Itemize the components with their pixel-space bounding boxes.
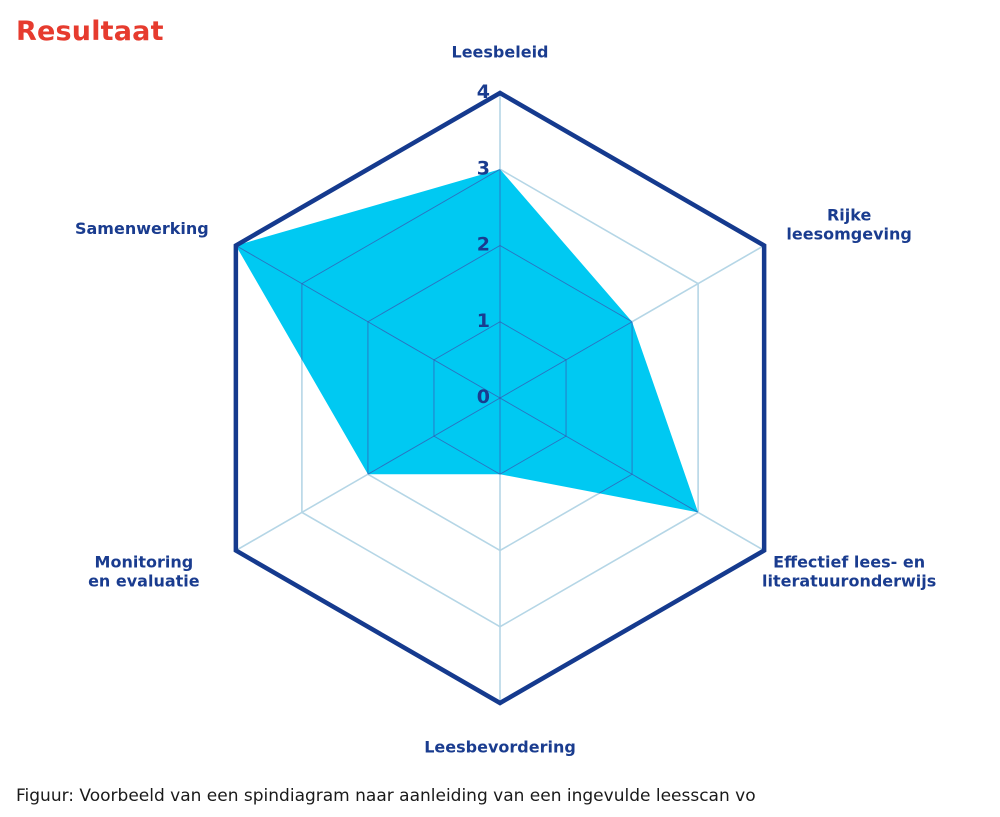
inner-axis-spoke bbox=[499, 397, 699, 513]
axis-label: Effectief lees- en bbox=[773, 553, 925, 572]
tick-label-1: 1 bbox=[477, 310, 490, 332]
tick-label-4: 4 bbox=[477, 81, 490, 103]
axis-label: Monitoring bbox=[95, 553, 194, 572]
inner-grid-layer bbox=[235, 169, 699, 513]
tick-label-3: 3 bbox=[477, 157, 490, 179]
tick-label-2: 2 bbox=[477, 234, 490, 256]
tick-label-0: 0 bbox=[477, 386, 490, 408]
page-title: Resultaat bbox=[16, 16, 164, 47]
axis-label: Rijke bbox=[827, 206, 872, 225]
axis-label: Leesbevordering bbox=[424, 738, 576, 757]
inner-axis-spoke bbox=[235, 397, 501, 513]
border-layer bbox=[233, 90, 767, 706]
inner-axis-spoke bbox=[499, 245, 699, 399]
axis-label: leesomgeving bbox=[786, 225, 911, 244]
axis-label: Leesbeleid bbox=[452, 43, 549, 62]
inner-axis-spoke bbox=[235, 245, 501, 399]
axis-label: en evaluatie bbox=[88, 572, 200, 591]
axis-label: Samenwerking bbox=[75, 219, 209, 238]
outer-border bbox=[233, 90, 767, 706]
tick-layer: 0 1 2 3 4 bbox=[477, 81, 490, 408]
axis-label: literatuuronderwijs bbox=[762, 572, 936, 591]
figure-caption: Figuur: Voorbeeld van een spindiagram na… bbox=[16, 786, 756, 806]
